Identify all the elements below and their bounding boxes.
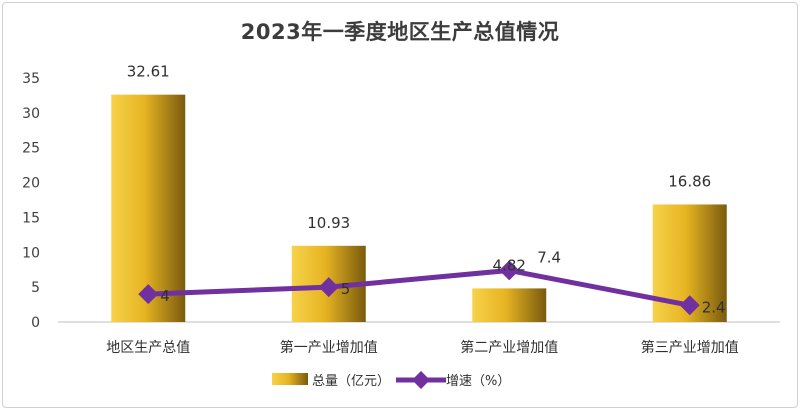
growth-value-label: 5 [341,280,351,298]
legend-label-bar: 总量（亿元） [312,374,390,389]
axes: 0 5 10 15 20 25 30 35 地区生产总值 第一产业增加值 第二产业增加值 第三产业增加… [22,71,780,356]
y-tick-label: 15 [22,210,40,226]
x-category-label: 地区生产总值 [106,340,190,356]
growth-point-marker[interactable] [679,295,700,316]
growth-value-label: 2.4 [702,298,726,316]
bar[interactable] [472,288,547,322]
x-category-label: 第三产业增加值 [641,339,739,356]
y-tick-label: 35 [22,71,40,87]
legend-swatch-marker [412,371,430,389]
y-tick-label: 30 [22,106,40,122]
growth-point-marker[interactable] [138,284,159,305]
bar-value-label: 16.86 [668,172,711,190]
y-tick-label: 25 [22,141,40,157]
legend-swatch-bar [272,373,308,385]
growth-point-marker[interactable] [318,277,339,298]
x-category-label: 第一产业增加值 [280,339,378,356]
x-category-label: 第二产业增加值 [460,339,558,356]
chart-title: 2023年一季度地区生产总值情况 [240,20,560,44]
growth-value-label: 7.4 [537,248,561,266]
bars [111,94,727,322]
y-tick-label: 5 [31,280,40,296]
growth-line [138,260,700,316]
data-labels: 32.61 10.93 4.82 16.86 4 5 7.4 2.4 [127,63,726,317]
legend-label-line: 增速（%） [446,374,510,389]
growth-value-label: 4 [160,287,170,305]
y-tick-label: 20 [22,176,40,192]
y-tick-label: 10 [22,245,40,261]
y-tick-label: 0 [31,315,40,331]
bar-value-label: 4.82 [493,256,526,274]
growth-line-path [148,267,691,308]
bar[interactable] [111,94,186,322]
growth-point-marker[interactable] [499,260,520,281]
bar-value-label: 10.93 [307,214,350,232]
bar-value-label: 32.61 [127,63,170,81]
legend: 总量（亿元） 增速（%） [272,371,510,389]
